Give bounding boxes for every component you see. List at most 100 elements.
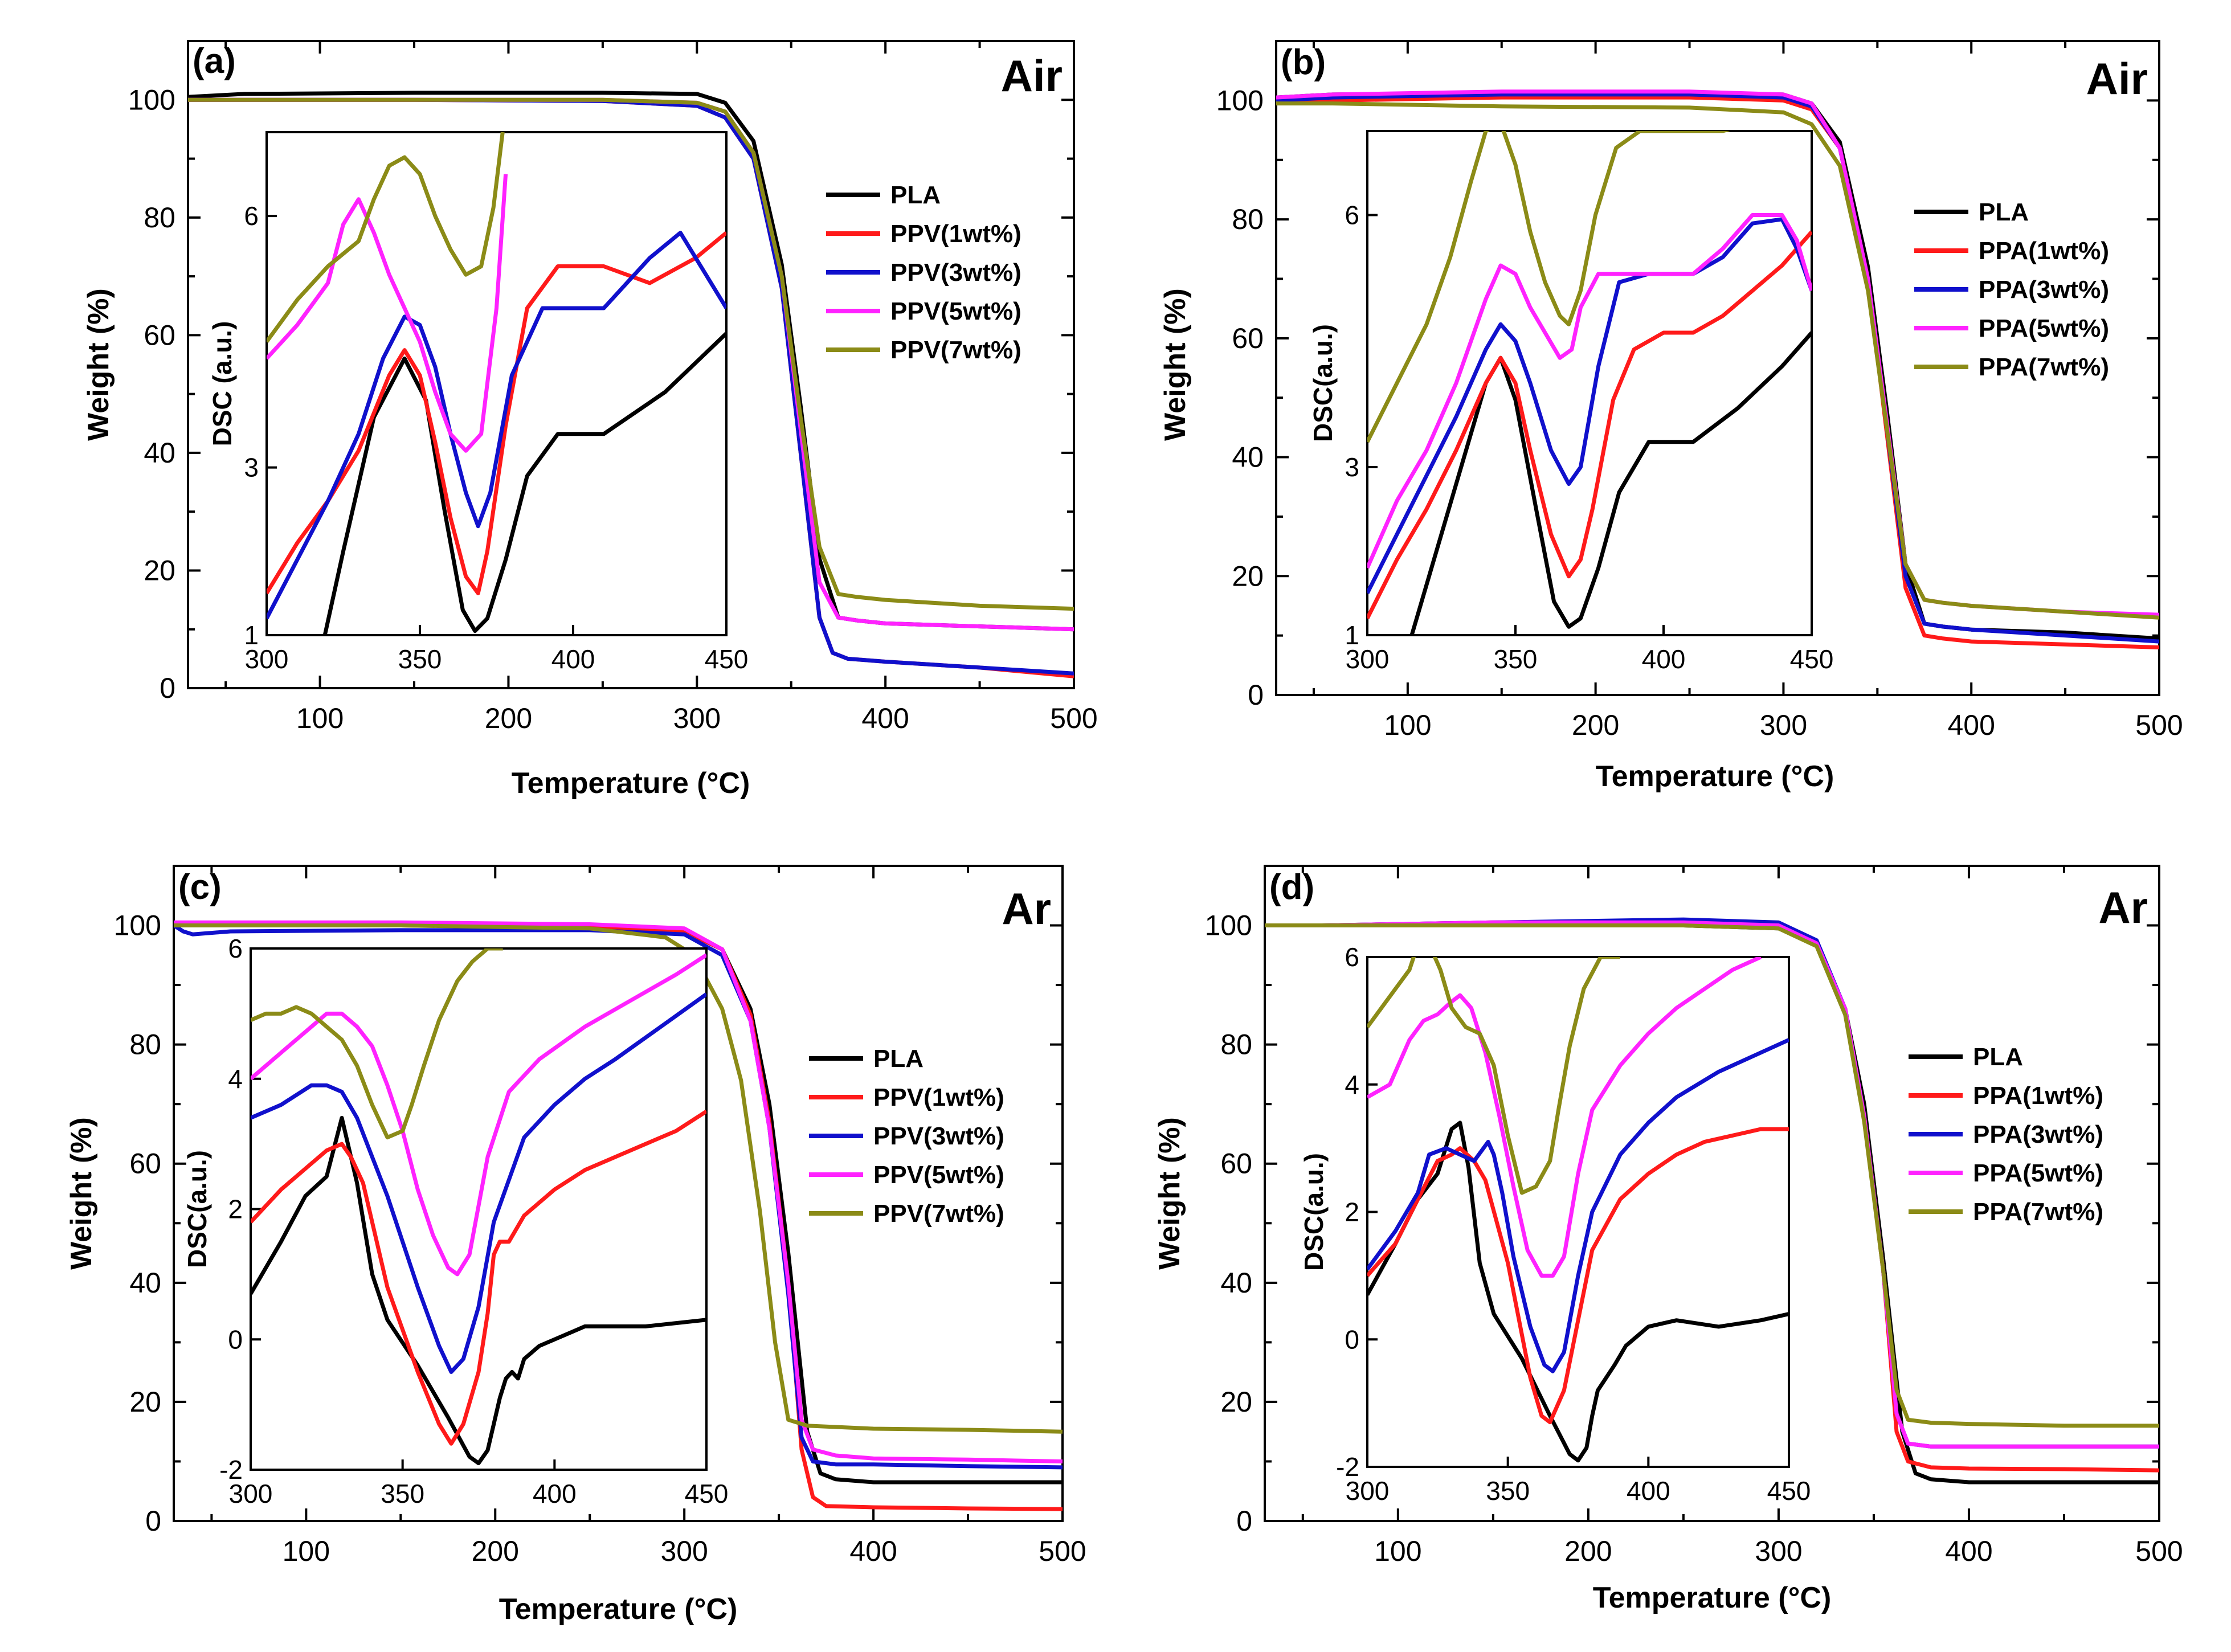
inset-x-tick-label: 450: [1767, 1476, 1811, 1506]
x-tick-label: 400: [849, 1535, 897, 1567]
inset-y-tick-label: 6: [244, 201, 259, 231]
x-tick-label: 300: [1760, 709, 1807, 741]
atmosphere-label: Ar: [2098, 882, 2148, 933]
inset-y-tick-label: 3: [1345, 452, 1359, 482]
plot-frame: [1275, 40, 2160, 696]
y-tick-label: 100: [114, 910, 161, 942]
series-line-ppv-7wt: [174, 923, 1063, 1434]
inset-x-tick-label: 350: [1494, 644, 1538, 674]
legend-label-ppv-5wt: PPV(5wt%): [873, 1161, 1004, 1189]
legend-label-ppa-5wt: PPA(5wt%): [1979, 314, 2109, 342]
inset-x-tick-label: 300: [1346, 1476, 1390, 1506]
legend-label-ppv-3wt: PPV(3wt%): [873, 1122, 1004, 1150]
y-tick-label: 0: [145, 1505, 161, 1537]
inset-y-tick-label: -2: [1336, 1452, 1359, 1482]
inset-x-tick-label: 300: [229, 1479, 273, 1508]
inset-x-tick-label: 400: [1642, 644, 1686, 674]
inset-series-line-pla: [251, 1115, 706, 1466]
y-tick-label: 0: [1236, 1505, 1252, 1537]
inset-y-tick-label: 4: [1345, 1070, 1359, 1099]
panel-b: 100 200 300 400 500 0 20 40 60 80 100 Temperature (…: [1159, 40, 2183, 793]
y-tick-label: 20: [144, 554, 175, 586]
panel-a: 100 200 300 400 500 0 20 40 60 80 100 Temperature (…: [82, 40, 1098, 800]
inset-y-tick-label: 6: [228, 934, 243, 963]
inset-series-line-ppa-1wt: [1367, 230, 1812, 620]
inset-x-tick-label: 400: [551, 644, 595, 674]
x-tick-label: 100: [283, 1535, 330, 1567]
legend-label-ppv-1wt: PPV(1wt%): [890, 220, 1021, 248]
plot-frame: [173, 865, 1064, 1522]
inset-x-tick-label: 300: [245, 644, 289, 674]
plot-frame: [1264, 865, 2160, 1522]
inset-series-line-ppv-7wt: [251, 948, 503, 1140]
inset-x-tick-label: 400: [533, 1479, 577, 1508]
inset-series-line-ppv-3wt: [267, 231, 726, 620]
inset-x-tick-label: 300: [1346, 644, 1390, 674]
inset-series-line-ppv-1wt: [267, 231, 726, 595]
legend: PLA PPA(1wt%) PPA(3wt%) PPA(5wt%) PPA(7wt%): [1914, 198, 2109, 381]
inset-y-tick-label: 1: [1345, 620, 1359, 650]
inset-x-tick-label: 450: [1790, 644, 1834, 674]
inset-y-tick-label: 6: [1345, 201, 1359, 230]
panel-label: (a): [193, 42, 236, 81]
legend-label-ppa-7wt: PPA(7wt%): [1979, 353, 2109, 381]
inset-y-axis-title: DSC(a.u.): [1308, 324, 1338, 442]
atmosphere-label: Air: [1001, 51, 1063, 101]
y-tick-label: 60: [129, 1148, 161, 1180]
inset-frame: [1366, 130, 1813, 636]
inset-a: 300 350 400 450 1 3 6 DSC (a.u.): [207, 131, 748, 674]
inset-x-tick-label: 350: [381, 1479, 424, 1508]
y-tick-label: 80: [129, 1029, 161, 1061]
x-tick-label: 200: [485, 702, 532, 734]
y-tick-label: 40: [144, 437, 175, 469]
inset-series-line-ppv-3wt: [251, 992, 706, 1374]
legend-label-ppa-7wt: PPA(7wt%): [1973, 1198, 2103, 1226]
inset-series-line-ppv-1wt: [251, 1109, 706, 1446]
y-tick-label: 80: [1232, 203, 1264, 235]
inset-y-tick-label: 3: [244, 453, 259, 482]
y-tick-label: 0: [1248, 679, 1264, 711]
legend-label-ppv-7wt: PPV(7wt%): [890, 336, 1021, 364]
y-tick-label: 40: [1220, 1267, 1252, 1299]
inset-y-tick-label: 6: [1345, 942, 1359, 972]
legend-label-pla: PLA: [890, 181, 941, 209]
inset-x-tick-label: 450: [685, 1479, 729, 1508]
inset-y-tick-label: 2: [1345, 1197, 1359, 1227]
inset-frame: [1366, 956, 1790, 1468]
inset-series-line-ppa-3wt: [1367, 217, 1812, 594]
inset-series-line-ppv-7wt: [267, 132, 505, 343]
x-axis-title: Temperature (°C): [1596, 760, 1834, 793]
legend: PLA PPV(1wt%) PPV(3wt%) PPV(5wt%) PPV(7wt%): [809, 1045, 1004, 1228]
y-tick-label: 80: [144, 202, 175, 234]
y-tick-label: 40: [129, 1267, 161, 1299]
inset-series-line-ppa-7wt: [1367, 957, 1620, 1195]
legend-label-ppa-1wt: PPA(1wt%): [1973, 1082, 2103, 1110]
x-tick-label: 300: [673, 702, 721, 734]
inset-y-tick-label: 1: [244, 620, 259, 650]
atmosphere-label: Ar: [1002, 884, 1051, 934]
legend-label-ppa-5wt: PPA(5wt%): [1973, 1159, 2103, 1187]
inset-y-axis-title: DSC(a.u.): [1299, 1153, 1329, 1271]
x-tick-label: 100: [296, 702, 344, 734]
series-line-ppa-7wt: [1265, 923, 2159, 1428]
panel-label: (b): [1281, 43, 1326, 82]
x-axis-title: Temperature (°C): [1593, 1581, 1832, 1614]
y-axis-title: Weight (%): [1159, 288, 1192, 441]
inset-series-line-pla: [1409, 331, 1812, 635]
y-tick-label: 0: [160, 672, 175, 704]
inset-x-tick-label: 350: [398, 644, 442, 674]
x-tick-label: 200: [1564, 1535, 1612, 1567]
x-axis-title: Temperature (°C): [499, 1593, 738, 1626]
y-tick-label: 60: [1232, 322, 1264, 354]
inset-c: 300 350 400 450 -2 0 2 4 6 DSC(a.u.): [182, 934, 728, 1508]
inset-series-line-ppa-5wt: [1367, 213, 1812, 569]
inset-y-tick-label: -2: [219, 1455, 243, 1485]
inset-series-line-pla: [1367, 1121, 1789, 1463]
legend: PLA PPA(1wt%) PPA(3wt%) PPA(5wt%) PPA(7wt%): [1909, 1043, 2103, 1226]
inset-series-line-ppa-1wt: [1367, 1127, 1789, 1425]
y-tick-label: 100: [1216, 84, 1264, 116]
legend-label-pla: PLA: [873, 1045, 924, 1073]
y-axis-title: Weight (%): [82, 288, 115, 441]
legend-label-ppa-3wt: PPA(3wt%): [1979, 276, 2109, 304]
